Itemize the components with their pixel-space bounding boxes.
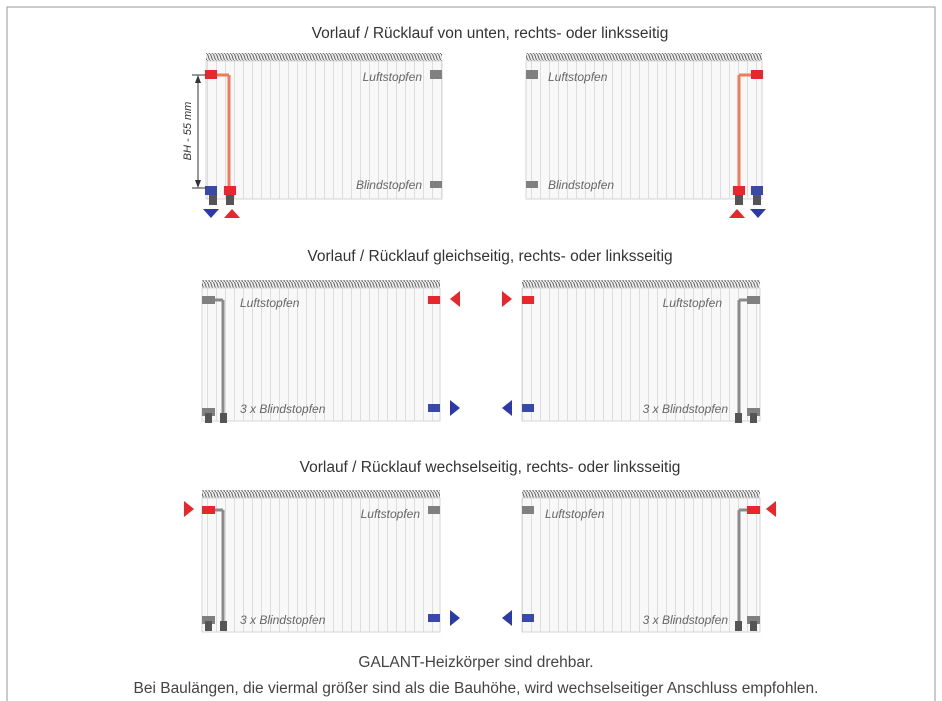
- supply-arrow: [766, 501, 776, 517]
- blind-plug: [747, 616, 760, 624]
- section-2-title: Vorlauf / Rücklauf gleichseitig, rechts-…: [307, 248, 672, 265]
- dimension-label: BH - 55 mm: [182, 102, 194, 161]
- top-grill: [522, 280, 760, 288]
- return-arrow: [450, 610, 460, 626]
- radiator-bottom-connection-right: Luftstopfen Blindstopfen: [525, 53, 766, 218]
- radiator-same-side-right: Luftstopfen 3 x Blindstopfen: [502, 280, 761, 423]
- blind-plug-label: 3 x Blindstopfen: [643, 402, 729, 416]
- footer-line-2: Bei Baulängen, die viermal größer sind a…: [134, 680, 819, 697]
- air-plug-label: Luftstopfen: [663, 296, 723, 310]
- radiator-panel: [201, 497, 441, 633]
- radiator-panel: [521, 497, 761, 633]
- radiator-panel: [525, 60, 763, 200]
- radiator-panel: [521, 287, 761, 422]
- outer-frame: [6, 6, 936, 701]
- air-plug: [522, 506, 534, 514]
- air-plug-label: Luftstopfen: [363, 70, 423, 84]
- blind-plug-label: Blindstopfen: [356, 178, 422, 192]
- supply-arrow: [450, 291, 460, 307]
- supply-connector-top: [751, 70, 763, 79]
- return-connector: [751, 186, 763, 195]
- return-connector: [522, 404, 534, 412]
- return-arrow: [203, 209, 219, 218]
- return-connector: [428, 404, 440, 412]
- return-connector: [428, 614, 440, 622]
- air-plug: [526, 70, 538, 79]
- supply-connector: [522, 296, 534, 304]
- valve-body: [735, 195, 743, 205]
- top-grill: [522, 490, 760, 498]
- section-3-title: Vorlauf / Rücklauf wechselseitig, rechts…: [300, 459, 681, 476]
- return-connector: [522, 614, 534, 622]
- valve-body: [205, 413, 212, 423]
- air-plug: [202, 296, 215, 304]
- radiator-alternate-side-left: Luftstopfen 3 x Blindstopfen: [184, 490, 460, 633]
- supply-connector: [202, 506, 215, 514]
- blind-plug-label: Blindstopfen: [548, 178, 614, 192]
- return-connector: [205, 186, 217, 195]
- blind-plug: [747, 408, 760, 416]
- blind-plug: [526, 181, 538, 188]
- air-plug: [430, 70, 442, 79]
- radiator-alternate-side-right: Luftstopfen 3 x Blindstopfen: [502, 490, 776, 633]
- top-grill: [202, 490, 440, 498]
- air-plug-label: Luftstopfen: [240, 296, 300, 310]
- air-plug-label: Luftstopfen: [361, 507, 421, 521]
- supply-connector-bottom: [224, 186, 236, 195]
- blind-plug: [430, 181, 442, 188]
- return-arrow: [750, 209, 766, 218]
- supply-arrow: [729, 209, 745, 218]
- radiator-panel: [205, 60, 443, 200]
- blind-plug: [202, 408, 215, 416]
- supply-connector: [747, 506, 760, 514]
- return-arrow: [502, 610, 512, 626]
- return-arrow: [502, 400, 512, 416]
- supply-arrow: [502, 291, 512, 307]
- radiator-bottom-connection-left: BH - 55 mm Luftstopfen Blindstopfen: [182, 53, 443, 218]
- air-plug-label: Luftstopfen: [548, 70, 608, 84]
- air-plug: [747, 296, 760, 304]
- blind-plug-label: 3 x Blindstopfen: [240, 613, 326, 627]
- valve-body: [735, 621, 742, 631]
- valve-body: [205, 621, 212, 631]
- radiator-same-side-left: Luftstopfen 3 x Blindstopfen: [201, 280, 460, 423]
- supply-arrow: [224, 209, 240, 218]
- supply-connector-bottom: [733, 186, 745, 195]
- air-plug: [428, 506, 440, 514]
- supply-connector: [428, 296, 440, 304]
- blind-plug-label: 3 x Blindstopfen: [240, 402, 326, 416]
- supply-arrow: [184, 501, 194, 517]
- top-grill: [202, 280, 440, 288]
- air-plug-label: Luftstopfen: [545, 507, 605, 521]
- valve-body: [735, 413, 742, 423]
- footer-line-1: GALANT-Heizkörper sind drehbar.: [358, 654, 593, 671]
- blind-plug: [202, 616, 215, 624]
- top-grill: [526, 53, 762, 61]
- valve-body: [209, 195, 217, 205]
- radiator-panel: [201, 287, 441, 422]
- return-arrow: [450, 400, 460, 416]
- section-1-title: Vorlauf / Rücklauf von unten, rechts- od…: [312, 25, 669, 42]
- top-grill: [206, 53, 442, 61]
- blind-plug-label: 3 x Blindstopfen: [643, 613, 729, 627]
- supply-connector-top: [205, 70, 217, 79]
